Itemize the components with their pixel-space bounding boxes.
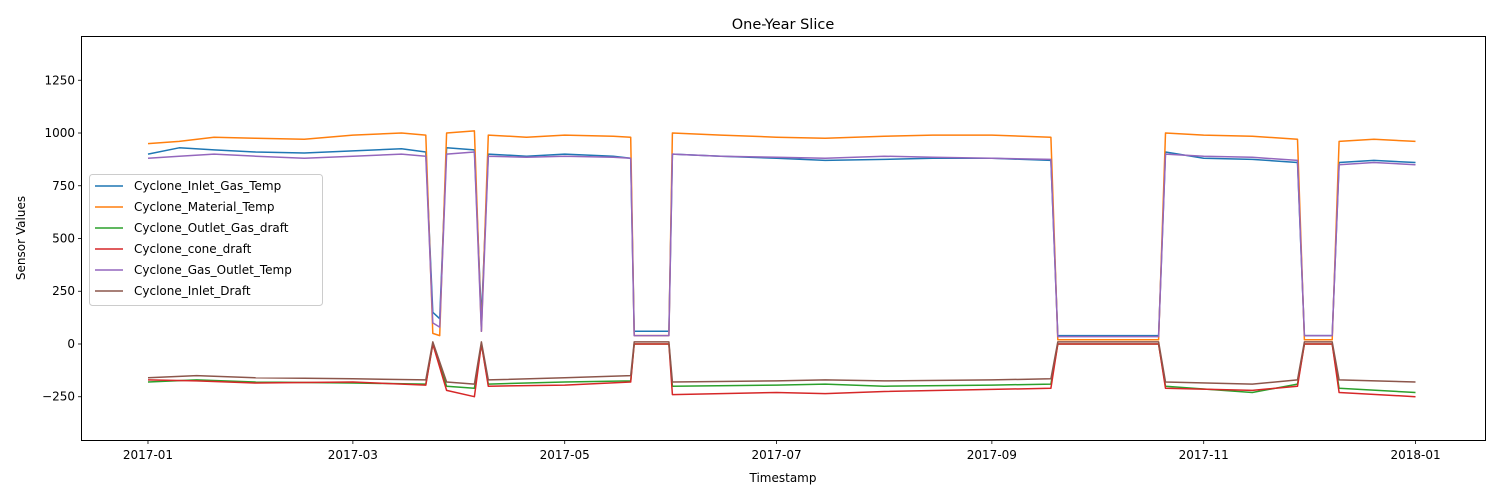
x-tick-label: 2017-01 <box>123 448 173 462</box>
plot-area <box>147 130 1416 398</box>
x-tick-label: 2017-07 <box>751 448 801 462</box>
series-line-cyclone-inlet-draft <box>147 341 1416 385</box>
x-tick-label: 2017-11 <box>1179 448 1229 462</box>
y-tick-label: 0 <box>67 337 75 351</box>
legend: Cyclone_Inlet_Gas_Temp Cyclone_Material_T… <box>89 174 323 306</box>
x-axis-label: Timestamp <box>749 471 817 485</box>
chart-title: One-Year Slice <box>732 17 835 33</box>
x-tick-label: 2017-05 <box>540 448 590 462</box>
y-tick-label: 1000 <box>44 126 75 140</box>
y-tick-label: −250 <box>42 390 75 404</box>
legend-label: Cyclone_Outlet_Gas_draft <box>134 221 289 235</box>
x-tick-label: 2018-01 <box>1390 448 1440 462</box>
legend-label: Cyclone_Material_Temp <box>134 200 274 214</box>
y-axis-label: Sensor Values <box>14 196 28 280</box>
x-tick-label: 2017-09 <box>967 448 1017 462</box>
y-tick-label: 250 <box>52 284 75 298</box>
legend-label: Cyclone_Inlet_Gas_Temp <box>134 179 281 193</box>
legend-label: Cyclone_Gas_Outlet_Temp <box>134 263 292 277</box>
legend-box <box>89 174 323 306</box>
y-axis: −250 0 250 500 750 1000 1250 <box>42 73 82 404</box>
x-tick-label: 2017-03 <box>328 448 378 462</box>
y-tick-label: 1250 <box>44 73 75 87</box>
series-line-cyclone-gas-outlet-temp <box>147 151 1416 338</box>
x-axis: 2017-01 2017-03 2017-05 2017-07 2017-09 2017-… <box>123 440 1441 462</box>
y-tick-label: 500 <box>52 232 75 246</box>
legend-label: Cyclone_cone_draft <box>134 242 252 256</box>
y-tick-label: 750 <box>52 179 75 193</box>
legend-label: Cyclone_Inlet_Draft <box>134 284 251 298</box>
